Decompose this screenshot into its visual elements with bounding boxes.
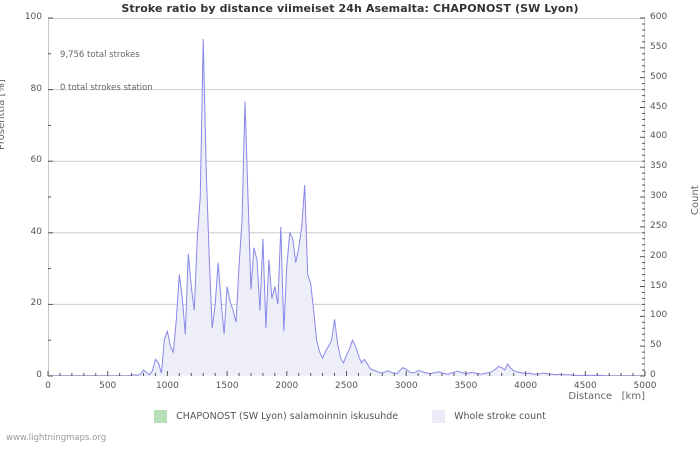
- chart-canvas: [48, 18, 645, 376]
- legend-swatch-whole-stroke-count: [432, 410, 446, 423]
- legend-item-station-ratio[interactable]: CHAPONOST (SW Lyon) salamoinnin iskusuhd…: [154, 410, 398, 423]
- y-tick-label-right-600: 600: [650, 12, 668, 22]
- y-tick-label-right-450: 450: [650, 101, 668, 112]
- x-tick-label-2000: 2000: [275, 381, 299, 391]
- annotation-total-strokes: 9,756 total strokes: [60, 50, 140, 60]
- y-tick-label-right-200: 200: [650, 250, 668, 261]
- y-tick-label-left-60: 60: [30, 155, 42, 166]
- series-whole-stroke-count: [48, 39, 645, 376]
- plot-area: 9,756 total strokes 0 total strokes stat…: [48, 18, 645, 376]
- x-tick-label-4000: 4000: [514, 381, 538, 391]
- x-tick-label-3000: 3000: [394, 381, 418, 391]
- y-tick-label-right-250: 250: [650, 220, 668, 231]
- x-tick-label-1500: 1500: [215, 381, 239, 391]
- y-tick-label-left-80: 80: [30, 83, 42, 94]
- x-tick-label-5000: 5000: [633, 381, 657, 391]
- x-tick-label-4500: 4500: [573, 381, 597, 391]
- x-tick-label-2500: 2500: [335, 381, 358, 391]
- series-line: [48, 39, 645, 376]
- y-tick-label-right-150: 150: [650, 280, 668, 291]
- y-tick-label-right-350: 350: [650, 161, 668, 172]
- legend: CHAPONOST (SW Lyon) salamoinnin iskusuhd…: [0, 410, 700, 423]
- y-tick-label-right-550: 550: [650, 41, 668, 52]
- y-tick-label-right-0: 0: [650, 370, 656, 380]
- y-tick-label-right-300: 300: [650, 191, 668, 201]
- y-tick-label-right-400: 400: [650, 131, 668, 142]
- y-tick-label-left-20: 20: [30, 298, 42, 309]
- x-tick-label-3500: 3500: [454, 381, 478, 391]
- legend-label-whole-stroke-count: Whole stroke count: [454, 411, 546, 422]
- y-tick-label-right-100: 100: [650, 310, 668, 321]
- page-title: Stroke ratio by distance viimeiset 24h A…: [121, 2, 579, 15]
- y-tick-label-left-40: 40: [30, 226, 42, 237]
- y-tick-label-right-50: 50: [650, 340, 662, 351]
- y-tick-label-right-500: 500: [650, 71, 668, 82]
- plot-frame: [48, 18, 645, 376]
- x-tick-label-500: 500: [99, 381, 117, 391]
- legend-item-whole-stroke-count[interactable]: Whole stroke count: [432, 410, 546, 423]
- annotation-total-strokes-station: 0 total strokes station: [60, 83, 153, 93]
- y-tick-label-left-0: 0: [36, 370, 42, 380]
- gridlines: [48, 18, 645, 304]
- y-tick-label-left-100: 100: [24, 12, 42, 22]
- footer-url: www.lightningmaps.org: [6, 433, 107, 443]
- legend-label-station-ratio: CHAPONOST (SW Lyon) salamoinnin iskusuhd…: [176, 411, 399, 422]
- x-tick-label-0: 0: [45, 381, 51, 391]
- series-area-fill: [48, 38, 645, 376]
- annotation-block: 9,756 total strokes 0 total strokes stat…: [60, 28, 153, 116]
- y-axis-title-right: Count: [690, 185, 700, 215]
- x-tick-label-1000: 1000: [155, 381, 179, 391]
- y-axis-title-left: Prosenttia [%]: [0, 79, 7, 150]
- x-axis-title: Distance [km]: [568, 391, 645, 402]
- legend-swatch-station-ratio: [154, 410, 168, 423]
